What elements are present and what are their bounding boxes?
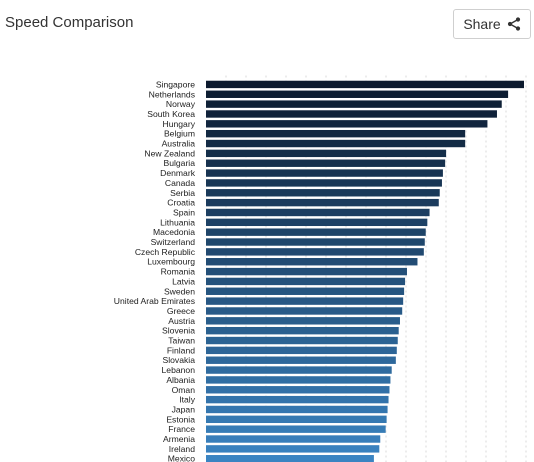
category-label: Switzerland — [151, 237, 196, 247]
bar[interactable] — [206, 326, 399, 335]
bar[interactable] — [206, 277, 406, 286]
category-label: France — [168, 424, 195, 434]
bar[interactable] — [206, 169, 443, 177]
category-label: Serbia — [170, 188, 195, 198]
bar[interactable] — [206, 110, 497, 118]
bar[interactable] — [206, 139, 466, 148]
category-label: Belgium — [164, 129, 195, 139]
category-label: Hungary — [163, 119, 196, 129]
category-label: Czech Republic — [135, 247, 196, 257]
bar[interactable] — [206, 346, 397, 355]
category-label: Finland — [167, 345, 195, 355]
bar[interactable] — [206, 435, 381, 443]
bar[interactable] — [206, 129, 466, 138]
category-label: Austria — [168, 316, 195, 326]
bar[interactable] — [206, 198, 439, 207]
bar[interactable] — [206, 455, 374, 462]
bar[interactable] — [206, 405, 388, 414]
bar[interactable] — [206, 395, 389, 404]
category-label: Australia — [162, 139, 196, 149]
category-label: Lebanon — [162, 365, 196, 375]
category-label: Netherlands — [149, 89, 195, 99]
category-label: Japan — [172, 404, 196, 414]
page-title: Speed Comparison — [5, 14, 134, 31]
category-label: Sweden — [164, 286, 195, 296]
category-label: Ireland — [169, 444, 195, 454]
category-label: Norway — [166, 99, 196, 109]
bar[interactable] — [206, 120, 488, 128]
bar[interactable] — [206, 149, 447, 158]
category-label: Macedonia — [153, 227, 195, 237]
bar[interactable] — [206, 218, 428, 227]
category-label: New Zealand — [144, 148, 195, 158]
category-label: Slovakia — [163, 355, 196, 365]
category-label: Latvia — [172, 276, 195, 286]
bar[interactable] — [206, 267, 407, 276]
category-label: Oman — [172, 385, 196, 395]
bar[interactable] — [206, 90, 509, 98]
category-label: Canada — [165, 178, 195, 188]
bar[interactable] — [206, 179, 442, 187]
category-label: United Arab Emirates — [114, 296, 195, 306]
category-label: Luxembourg — [147, 257, 195, 267]
bar[interactable] — [206, 386, 390, 394]
bar[interactable] — [206, 297, 404, 305]
bar[interactable] — [206, 287, 405, 295]
bar[interactable] — [206, 208, 430, 217]
category-label: Bulgaria — [163, 158, 195, 168]
bar[interactable] — [206, 258, 418, 266]
bar[interactable] — [206, 159, 446, 167]
bar[interactable] — [206, 425, 386, 433]
bar[interactable] — [206, 228, 426, 236]
category-label: Taiwan — [168, 336, 195, 346]
share-icon — [507, 17, 520, 31]
bar[interactable] — [206, 366, 392, 374]
bar[interactable] — [206, 248, 424, 256]
category-label: Albania — [166, 375, 195, 385]
category-label: Slovenia — [162, 326, 195, 336]
share-label: Share — [463, 16, 501, 32]
category-label: Greece — [167, 306, 195, 316]
category-label: Mexico — [168, 454, 195, 462]
bar[interactable] — [206, 100, 502, 108]
bar[interactable] — [206, 445, 380, 453]
category-label: Italy — [179, 395, 195, 405]
share-button[interactable]: Share — [453, 9, 531, 39]
category-label: Spain — [173, 207, 195, 217]
bar[interactable] — [206, 307, 403, 315]
bar[interactable] — [206, 80, 524, 89]
bar[interactable] — [206, 376, 391, 384]
bar[interactable] — [206, 238, 425, 246]
category-label: Estonia — [166, 414, 195, 424]
category-label: South Korea — [147, 109, 195, 119]
category-label: Croatia — [167, 198, 195, 208]
category-label: Armenia — [163, 434, 195, 444]
category-label: Romania — [161, 267, 196, 277]
category-label: Singapore — [156, 79, 195, 89]
bar[interactable] — [206, 336, 398, 345]
category-label: Denmark — [160, 168, 196, 178]
category-label: Lithuania — [160, 217, 195, 227]
bar[interactable] — [206, 317, 400, 325]
bar[interactable] — [206, 356, 396, 364]
bar[interactable] — [206, 189, 440, 197]
bar[interactable] — [206, 415, 387, 424]
